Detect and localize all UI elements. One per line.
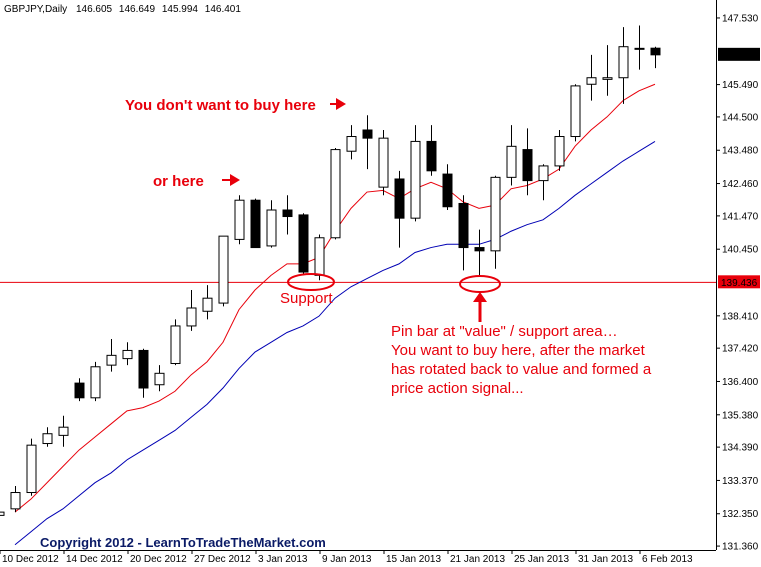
x-tick-label: 10 Dec 2012 xyxy=(2,554,59,565)
x-tick-label: 27 Dec 2012 xyxy=(194,554,251,565)
y-tick-label: 132.350 xyxy=(722,509,759,520)
candle-body xyxy=(458,202,469,249)
candle-body xyxy=(266,209,277,247)
y-tick-label: 142.460 xyxy=(722,179,759,190)
y-tick-label: 144.500 xyxy=(722,112,759,123)
symbol: GBPJPY,Daily xyxy=(4,4,67,15)
annotation: has rotated back to value and formed a xyxy=(391,361,652,378)
x-tick-label: 6 Feb 2013 xyxy=(642,554,693,565)
y-tick-label: 138.410 xyxy=(722,311,759,322)
candle-body xyxy=(90,366,101,399)
candle-body xyxy=(602,77,613,80)
price-label: 146.401 xyxy=(721,50,758,61)
arrow xyxy=(336,98,346,110)
candle-body xyxy=(554,136,565,167)
x-tick-label: 31 Jan 2013 xyxy=(578,554,633,565)
candle-body xyxy=(74,382,85,399)
annotation: or here xyxy=(153,173,204,190)
candle-body xyxy=(314,237,325,276)
candle-body xyxy=(282,209,293,218)
x-tick-label: 25 Jan 2013 xyxy=(514,554,569,565)
x-tick-label: 21 Jan 2013 xyxy=(450,554,505,565)
header-low: 145.994 xyxy=(162,4,199,15)
x-tick-label: 9 Jan 2013 xyxy=(322,554,372,565)
y-tick-label: 131.360 xyxy=(722,542,759,553)
annotation: price action signal... xyxy=(391,380,524,397)
annotation: Support xyxy=(280,290,333,307)
y-tick-label: 143.480 xyxy=(722,146,759,157)
candle-body xyxy=(538,165,549,182)
candle-body xyxy=(618,46,629,79)
candle-body xyxy=(426,140,437,172)
annotation: You don't want to buy here xyxy=(125,97,316,114)
y-tick-label: 145.490 xyxy=(722,80,759,91)
candle-body xyxy=(58,426,69,436)
level-label-box xyxy=(718,275,760,289)
candle-body xyxy=(442,173,453,208)
header-close: 146.401 xyxy=(205,4,242,15)
candle-body xyxy=(234,199,245,240)
y-tick-label: 147.530 xyxy=(722,13,759,24)
candle-body xyxy=(346,136,357,152)
candle-body xyxy=(362,129,373,139)
candle-body xyxy=(410,140,421,219)
candle-body xyxy=(42,433,53,445)
candle-body xyxy=(218,235,229,304)
candle-body xyxy=(298,214,309,273)
candle-body xyxy=(250,199,261,249)
candle-body xyxy=(122,349,133,360)
candle-body xyxy=(170,325,181,365)
y-tick-label: 133.370 xyxy=(722,476,759,487)
candle-body xyxy=(634,47,645,50)
x-tick-label: 20 Dec 2012 xyxy=(130,554,187,565)
header-open: 146.605 xyxy=(76,4,113,15)
candle-body xyxy=(586,77,597,85)
header-high: 146.649 xyxy=(119,4,156,15)
annotation: Pin bar at "value" / support area… xyxy=(391,323,618,340)
y-tick-label: 135.380 xyxy=(722,410,759,421)
level-label: 139.436 xyxy=(721,278,758,289)
candle-body xyxy=(522,149,533,182)
candle-body xyxy=(378,137,389,188)
x-tick-label: 14 Dec 2012 xyxy=(66,554,123,565)
y-tick-label: 137.420 xyxy=(722,344,759,355)
candle-body xyxy=(202,297,213,312)
candle-body xyxy=(490,176,501,252)
price-label-box xyxy=(718,47,760,61)
arrow xyxy=(230,174,240,186)
header: GBPJPY,Daily 146.605 146.649 145.994 146… xyxy=(4,4,241,15)
y-tick-label: 141.470 xyxy=(722,211,759,222)
candle-body xyxy=(10,492,21,510)
candle-body xyxy=(474,247,485,252)
annotation: You want to buy here, after the market xyxy=(391,342,646,359)
candle-body xyxy=(650,47,661,56)
candle-body xyxy=(330,149,341,239)
x-tick-label: 15 Jan 2013 xyxy=(386,554,441,565)
copyright: Copyright 2012 - LearnToTradeTheMarket.c… xyxy=(40,535,326,550)
arrow xyxy=(473,292,487,302)
y-tick-label: 136.400 xyxy=(722,377,759,388)
candle-body xyxy=(506,145,517,178)
candle-body xyxy=(186,307,197,327)
candle-body xyxy=(138,349,149,389)
candle-body xyxy=(0,511,5,516)
moving-average xyxy=(14,140,656,546)
candle-body xyxy=(154,372,165,386)
y-tick-label: 134.390 xyxy=(722,443,759,454)
candle-body xyxy=(106,354,117,366)
candle-body xyxy=(394,178,405,219)
highlight-ellipse xyxy=(287,273,335,291)
x-tick-label: 3 Jan 2013 xyxy=(258,554,308,565)
y-tick-label: 140.450 xyxy=(722,245,759,256)
plot-area xyxy=(0,25,716,546)
candle-body xyxy=(570,85,581,138)
candle-body xyxy=(26,444,37,494)
